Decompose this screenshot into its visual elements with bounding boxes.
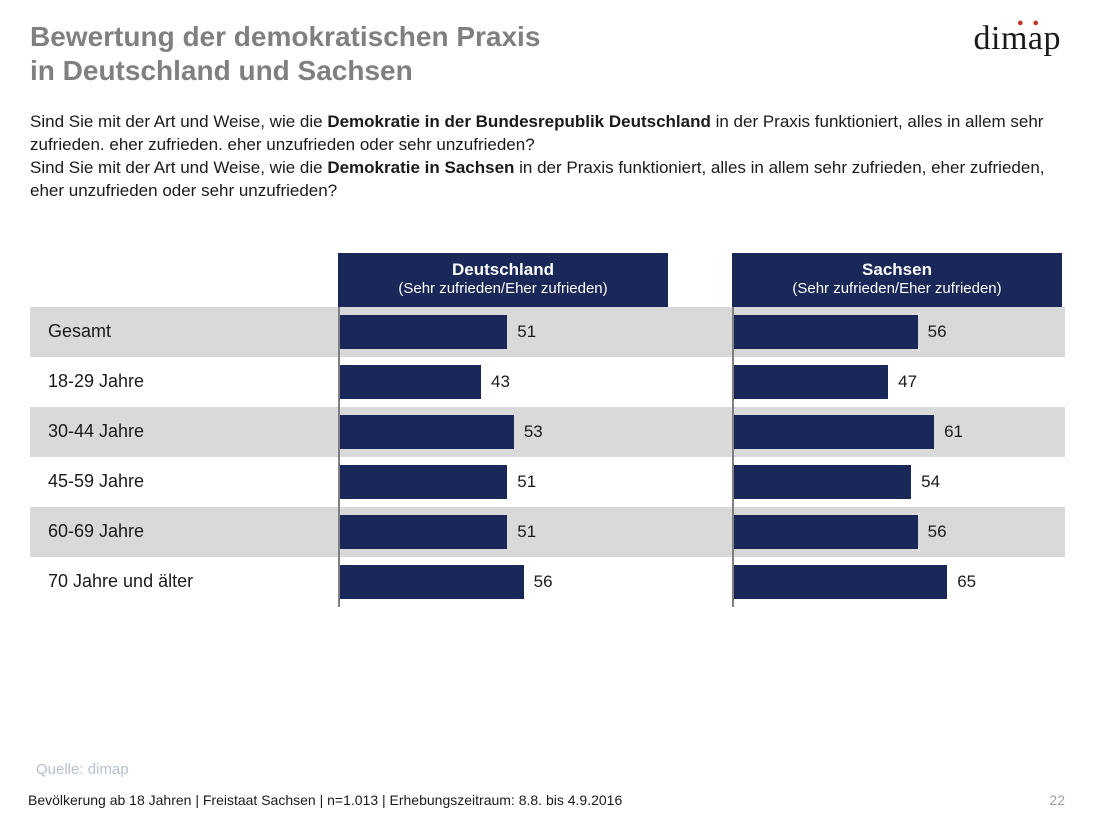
row-label: 18-29 Jahre [30,371,330,392]
table-row: 45-59 Jahre 51 54 [30,457,1065,507]
bar [340,515,507,549]
bar [734,565,947,599]
bar [340,315,507,349]
bar-value: 53 [524,422,543,442]
bar-cell: 61 [732,407,1062,457]
bar [340,465,507,499]
bar-cell: 56 [732,507,1062,557]
bar [340,415,514,449]
bar-cell: 47 [732,357,1062,407]
source-label: Quelle: dimap [36,761,129,778]
bar-value: 65 [957,572,976,592]
table-row: 30-44 Jahre 53 61 [30,407,1065,457]
bar-value: 56 [534,572,553,592]
row-label: 30-44 Jahre [30,421,330,442]
bar-cell: 65 [732,557,1062,607]
title-line1: Bewertung der demokratischen Praxis [30,21,540,52]
bar-value: 51 [517,522,536,542]
column-header: Sachsen(Sehr zufrieden/Eher zufrieden) [732,253,1062,307]
bar-value: 61 [944,422,963,442]
bar [734,315,918,349]
page-number: 22 [1049,792,1065,808]
bar-value: 56 [928,522,947,542]
table-row: 18-29 Jahre 43 47 [30,357,1065,407]
bar [340,365,481,399]
bar-value: 54 [921,472,940,492]
bar-value: 56 [928,322,947,342]
bar-cell: 51 [338,307,668,357]
column-header-main: Sachsen [736,259,1058,280]
bar-cell: 53 [338,407,668,457]
column-headers: Deutschland(Sehr zufrieden/Eher zufriede… [338,253,1065,307]
footer-note: Bevölkerung ab 18 Jahren | Freistaat Sac… [28,792,622,808]
bar [340,565,524,599]
row-label: 60-69 Jahre [30,521,330,542]
table-row: 60-69 Jahre 51 56 [30,507,1065,557]
survey-question: Sind Sie mit der Art und Weise, wie die … [30,111,1050,203]
bar-cell: 54 [732,457,1062,507]
bar-chart: Deutschland(Sehr zufrieden/Eher zufriede… [30,253,1065,607]
table-row: 70 Jahre und älter 56 65 [30,557,1065,607]
bar [734,415,934,449]
bar [734,515,918,549]
table-row: Gesamt 51 56 [30,307,1065,357]
chart-rows: Gesamt 51 56 18-29 Jahre 43 47 30-44 Jahre 53 61… [30,307,1065,607]
column-header-sub: (Sehr zufrieden/Eher zufrieden) [342,280,664,299]
slide-title: Bewertung der demokratischen Praxis in D… [30,20,1065,87]
bar-value: 51 [517,472,536,492]
row-label: 45-59 Jahre [30,471,330,492]
bar-cell: 43 [338,357,668,407]
bar-cell: 56 [338,557,668,607]
bar [734,365,888,399]
bar-cell: 56 [732,307,1062,357]
bar-cell: 51 [338,507,668,557]
column-header-main: Deutschland [342,259,664,280]
column-header: Deutschland(Sehr zufrieden/Eher zufriede… [338,253,668,307]
logo-dots-icon: ● ● [1017,17,1042,29]
column-header-sub: (Sehr zufrieden/Eher zufrieden) [736,280,1058,299]
title-line2: in Deutschland und Sachsen [30,55,413,86]
bar-value: 47 [898,372,917,392]
row-label: Gesamt [30,321,330,342]
bar [734,465,911,499]
row-label: 70 Jahre und älter [30,571,330,592]
bar-cell: 51 [338,457,668,507]
bar-value: 51 [517,322,536,342]
dimap-logo: ● ● dimap [974,20,1061,58]
bar-value: 43 [491,372,510,392]
